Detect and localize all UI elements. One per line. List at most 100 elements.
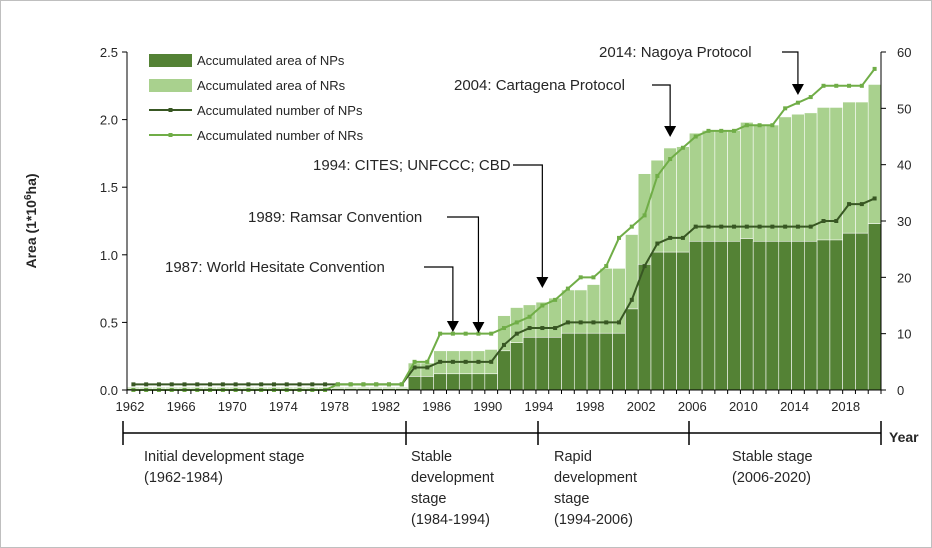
marker-nr-number (565, 286, 570, 291)
stage-label: (1984-1994) (411, 512, 490, 528)
stage-label: Stable stage (732, 449, 813, 465)
bar-np-area (778, 240, 792, 391)
x-tick-label: 2002 (627, 399, 656, 414)
y-left-tick-label: 1.5 (100, 180, 118, 195)
marker-np-number (732, 224, 737, 229)
bar-np-area (586, 332, 601, 391)
annotation-leader (424, 266, 454, 322)
marker-np-number (808, 224, 813, 229)
marker-np-number (693, 224, 698, 229)
marker-np-number (195, 382, 200, 387)
marker-nr-number (463, 331, 468, 336)
marker-np-number (156, 382, 161, 387)
marker-nr-number (821, 83, 826, 88)
annotation-leader (447, 216, 480, 323)
y-right-tick-label: 50 (897, 101, 911, 116)
marker-nr-number (757, 123, 762, 128)
bar-np-area (522, 336, 537, 391)
bar-np-area (650, 251, 665, 391)
bar-np-area (829, 239, 843, 391)
marker-np-number (233, 382, 238, 387)
marker-np-number (872, 196, 877, 201)
marker-nr-number (604, 264, 609, 269)
marker-nr-number (668, 157, 673, 162)
x-tick-label: 1986 (422, 399, 451, 414)
bar-np-area (663, 251, 677, 391)
annotation-label: 2014: Nagoya Protocol (599, 44, 752, 61)
bar-np-area (855, 232, 869, 391)
bar-np-area (752, 240, 767, 391)
annotation-arrow (791, 84, 804, 95)
x-tick-label: 2010 (729, 399, 758, 414)
y-left-tick-label: 0.0 (100, 383, 118, 398)
stage-label: Initial development stage (144, 449, 304, 465)
bar-np-area (701, 240, 716, 391)
marker-nr-number (425, 359, 430, 364)
marker-np-number (591, 320, 596, 325)
marker-np-number (783, 224, 788, 229)
y-right-tick-label: 10 (897, 327, 911, 342)
marker-np-number (527, 326, 532, 331)
x-tick-label: 1998 (576, 399, 605, 414)
annotation-arrow (446, 321, 459, 332)
legend-swatch-nr-area (149, 79, 192, 92)
stage-label: (1994-2006) (554, 512, 633, 528)
annotation-arrow (664, 126, 677, 137)
marker-nr-number (335, 382, 340, 387)
marker-np-number (553, 326, 558, 331)
marker-np-number (680, 235, 685, 240)
marker-nr-number (680, 145, 685, 150)
bar-np-area (765, 240, 780, 391)
marker-np-number (284, 382, 289, 387)
marker-np-number (169, 382, 174, 387)
x-tick-label: 2014 (780, 399, 809, 414)
marker-np-number (668, 235, 673, 240)
marker-np-number (259, 382, 264, 387)
annotation-label: 1989: Ramsar Convention (248, 209, 422, 226)
x-tick-label: 1978 (320, 399, 349, 414)
marker-np-number (297, 382, 302, 387)
annotation-label: 2004: Cartagena Protocol (454, 77, 625, 94)
marker-nr-number (693, 134, 698, 139)
bar-np-area (535, 336, 550, 391)
marker-nr-number (642, 213, 647, 218)
marker-np-number (629, 297, 634, 302)
marker-np-number (323, 382, 328, 387)
stage-label: (2006-2020) (732, 470, 811, 486)
marker-np-number (757, 224, 762, 229)
bar-np-area (791, 240, 805, 391)
bar-np-area (433, 373, 447, 391)
bar-np-area (458, 373, 473, 391)
marker-np-number (131, 382, 136, 387)
x-tick-label: 1962 (116, 399, 145, 414)
marker-np-number (463, 359, 468, 364)
legend-label: Accumulated number of NRs (197, 128, 364, 143)
stage-label: (1962-1984) (144, 470, 223, 486)
bar-np-area (689, 240, 703, 391)
marker-nr-number (514, 320, 519, 325)
marker-nr-number (438, 331, 443, 336)
x-tick-label: 2006 (678, 399, 707, 414)
marker-nr-number (591, 275, 596, 280)
marker-np-number (706, 224, 711, 229)
marker-nr-number (834, 83, 839, 88)
marker-np-number (310, 382, 315, 387)
y-right-tick-label: 20 (897, 270, 911, 285)
bar-np-area (471, 373, 486, 391)
marker-np-number (859, 202, 864, 207)
y-right-tick-label: 0 (897, 383, 904, 398)
bar-np-area (573, 332, 588, 391)
legend-label: Accumulated area of NPs (197, 53, 345, 68)
marker-nr-number (783, 106, 788, 111)
marker-np-number (821, 219, 826, 223)
bar-np-area (637, 263, 652, 391)
bar-np-area (484, 373, 498, 391)
x-tick-label: 1994 (524, 399, 553, 414)
bar-np-area (497, 350, 511, 391)
bar-np-area (867, 223, 882, 391)
x-tick-label: 1966 (167, 399, 196, 414)
marker-nr-number (578, 275, 583, 280)
marker-np-number (246, 382, 251, 387)
marker-nr-number (706, 128, 711, 133)
bar-np-area (612, 332, 626, 391)
